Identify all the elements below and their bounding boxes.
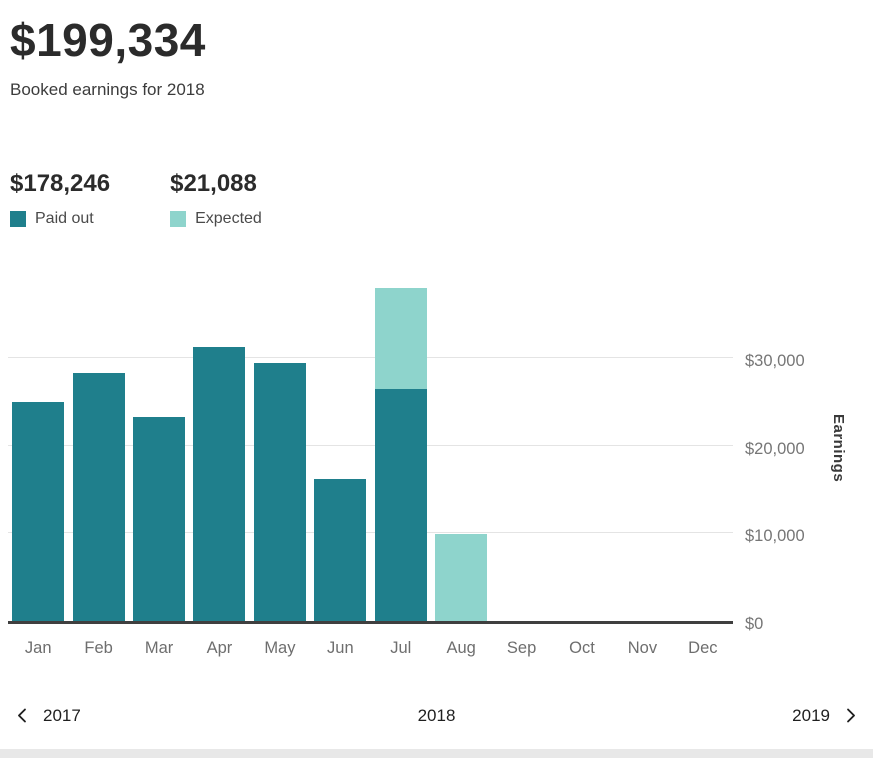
bar-column-sep <box>491 274 551 621</box>
legend: $178,246 Paid out $21,088 Expected <box>10 170 873 228</box>
next-year-label: 2019 <box>792 705 830 725</box>
x-tick-jan: Jan <box>24 638 52 657</box>
bar-column-feb <box>68 274 128 621</box>
chevron-right-icon <box>842 707 859 724</box>
bar-column-nov <box>612 274 672 621</box>
header: $199,334 Booked earnings for 2018 <box>0 0 873 100</box>
x-tick-oct: Oct <box>569 638 595 657</box>
prev-year-label: 2017 <box>43 705 81 725</box>
x-axis-labels: Jan Feb Mar Apr May Jun Jul Aug Sep Oct Nov Dec <box>8 639 733 658</box>
y-axis-title: Earnings <box>830 413 847 483</box>
x-tick-jul: Jul <box>390 638 412 657</box>
total-earnings: $199,334 <box>10 14 206 66</box>
bar-column-oct <box>552 274 612 621</box>
bar-jul-paid[interactable] <box>374 389 427 621</box>
earnings-subtitle: Booked earnings for 2018 <box>10 79 205 99</box>
bar-aug-expected[interactable] <box>435 534 488 621</box>
bar-column-jul <box>371 274 431 621</box>
chevron-left-icon <box>14 707 31 724</box>
x-tick-sep: Sep <box>506 638 537 657</box>
bar-column-may <box>250 274 310 621</box>
bar-column-jan <box>8 274 68 621</box>
bar-column-jun <box>310 274 370 621</box>
x-tick-jun: Jun <box>327 638 354 657</box>
bar-apr-paid[interactable] <box>193 347 246 621</box>
bar-column-aug <box>431 274 491 621</box>
next-year-button[interactable]: 2019 <box>792 706 859 726</box>
y-tick-20000: $20,000 <box>745 439 805 458</box>
paid-amount: $178,246 <box>10 169 111 197</box>
x-tick-nov: Nov <box>627 638 658 657</box>
expected-label: Expected <box>195 209 262 227</box>
y-tick-10000: $10,000 <box>745 527 805 546</box>
y-tick-0: $0 <box>745 614 764 633</box>
bar-columns <box>8 274 733 621</box>
expected-legend-row: Expected <box>170 210 262 228</box>
x-tick-aug: Aug <box>446 638 476 657</box>
legend-item-expected: $21,088 Expected <box>170 170 262 228</box>
gridline-30000 <box>8 357 733 359</box>
gridline-10000 <box>8 532 733 534</box>
year-navigation: 2017 2018 2019 <box>0 706 873 726</box>
paid-legend-row: Paid out <box>10 210 110 228</box>
bar-jan-paid[interactable] <box>12 402 65 621</box>
paid-swatch <box>10 210 26 227</box>
paid-label: Paid out <box>35 209 94 227</box>
bar-feb-paid[interactable] <box>72 373 125 621</box>
bar-jun-paid[interactable] <box>314 479 367 621</box>
y-tick-30000: $30,000 <box>745 352 805 371</box>
gridline-20000 <box>8 444 733 446</box>
bar-column-apr <box>189 274 249 621</box>
x-tick-feb: Feb <box>84 638 113 657</box>
bar-column-dec <box>673 274 733 621</box>
current-year-label: 2018 <box>417 705 456 725</box>
bar-mar-paid[interactable] <box>133 417 186 621</box>
prev-year-button[interactable]: 2017 <box>14 706 81 726</box>
expected-swatch <box>170 210 187 227</box>
x-tick-dec: Dec <box>688 638 718 657</box>
x-tick-mar: Mar <box>144 638 174 657</box>
bar-column-mar <box>129 274 189 621</box>
bar-may-paid[interactable] <box>253 362 306 621</box>
plot-area <box>8 274 733 624</box>
x-tick-apr: Apr <box>206 638 233 657</box>
bottom-divider <box>0 749 873 758</box>
earnings-chart: Jan Feb Mar Apr May Jun Jul Aug Sep Oct Nov Dec Ear… <box>0 262 873 662</box>
x-tick-may: May <box>264 638 296 657</box>
legend-item-paid: $178,246 Paid out <box>10 170 110 228</box>
expected-amount: $21,088 <box>170 169 257 197</box>
bar-jul-expected[interactable] <box>374 287 427 390</box>
